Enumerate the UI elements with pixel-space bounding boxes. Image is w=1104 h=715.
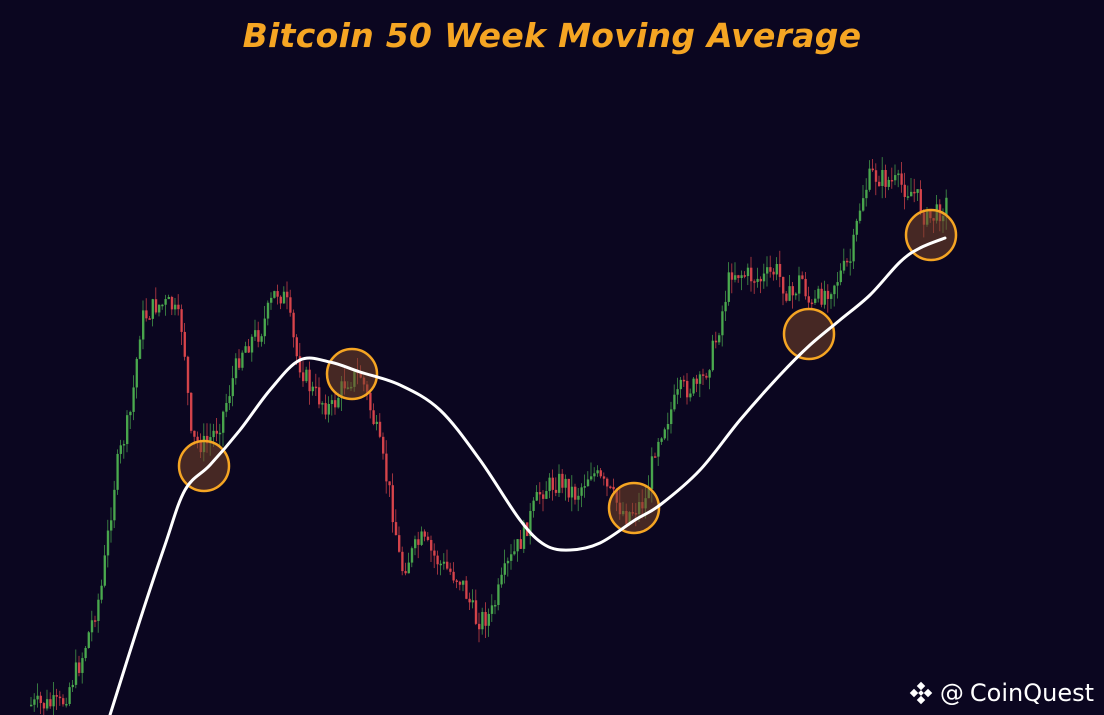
watermark-at: @: [939, 679, 964, 707]
watermark-handle: CoinQuest: [969, 679, 1094, 707]
ma-touch-circle-1: [177, 439, 231, 493]
ma-touch-circle-2: [325, 347, 379, 401]
ma-touch-circle-3: [607, 481, 661, 535]
chart-title: Bitcoin 50 Week Moving Average: [242, 16, 862, 55]
moving-average-line: [108, 236, 947, 715]
candlestick-series: [30, 157, 948, 715]
ma-touch-annotations: [177, 208, 958, 535]
ma-touch-circle-4: [782, 307, 836, 361]
watermark: @ CoinQuest: [908, 679, 1094, 707]
binance-diamond-icon: [909, 681, 933, 705]
